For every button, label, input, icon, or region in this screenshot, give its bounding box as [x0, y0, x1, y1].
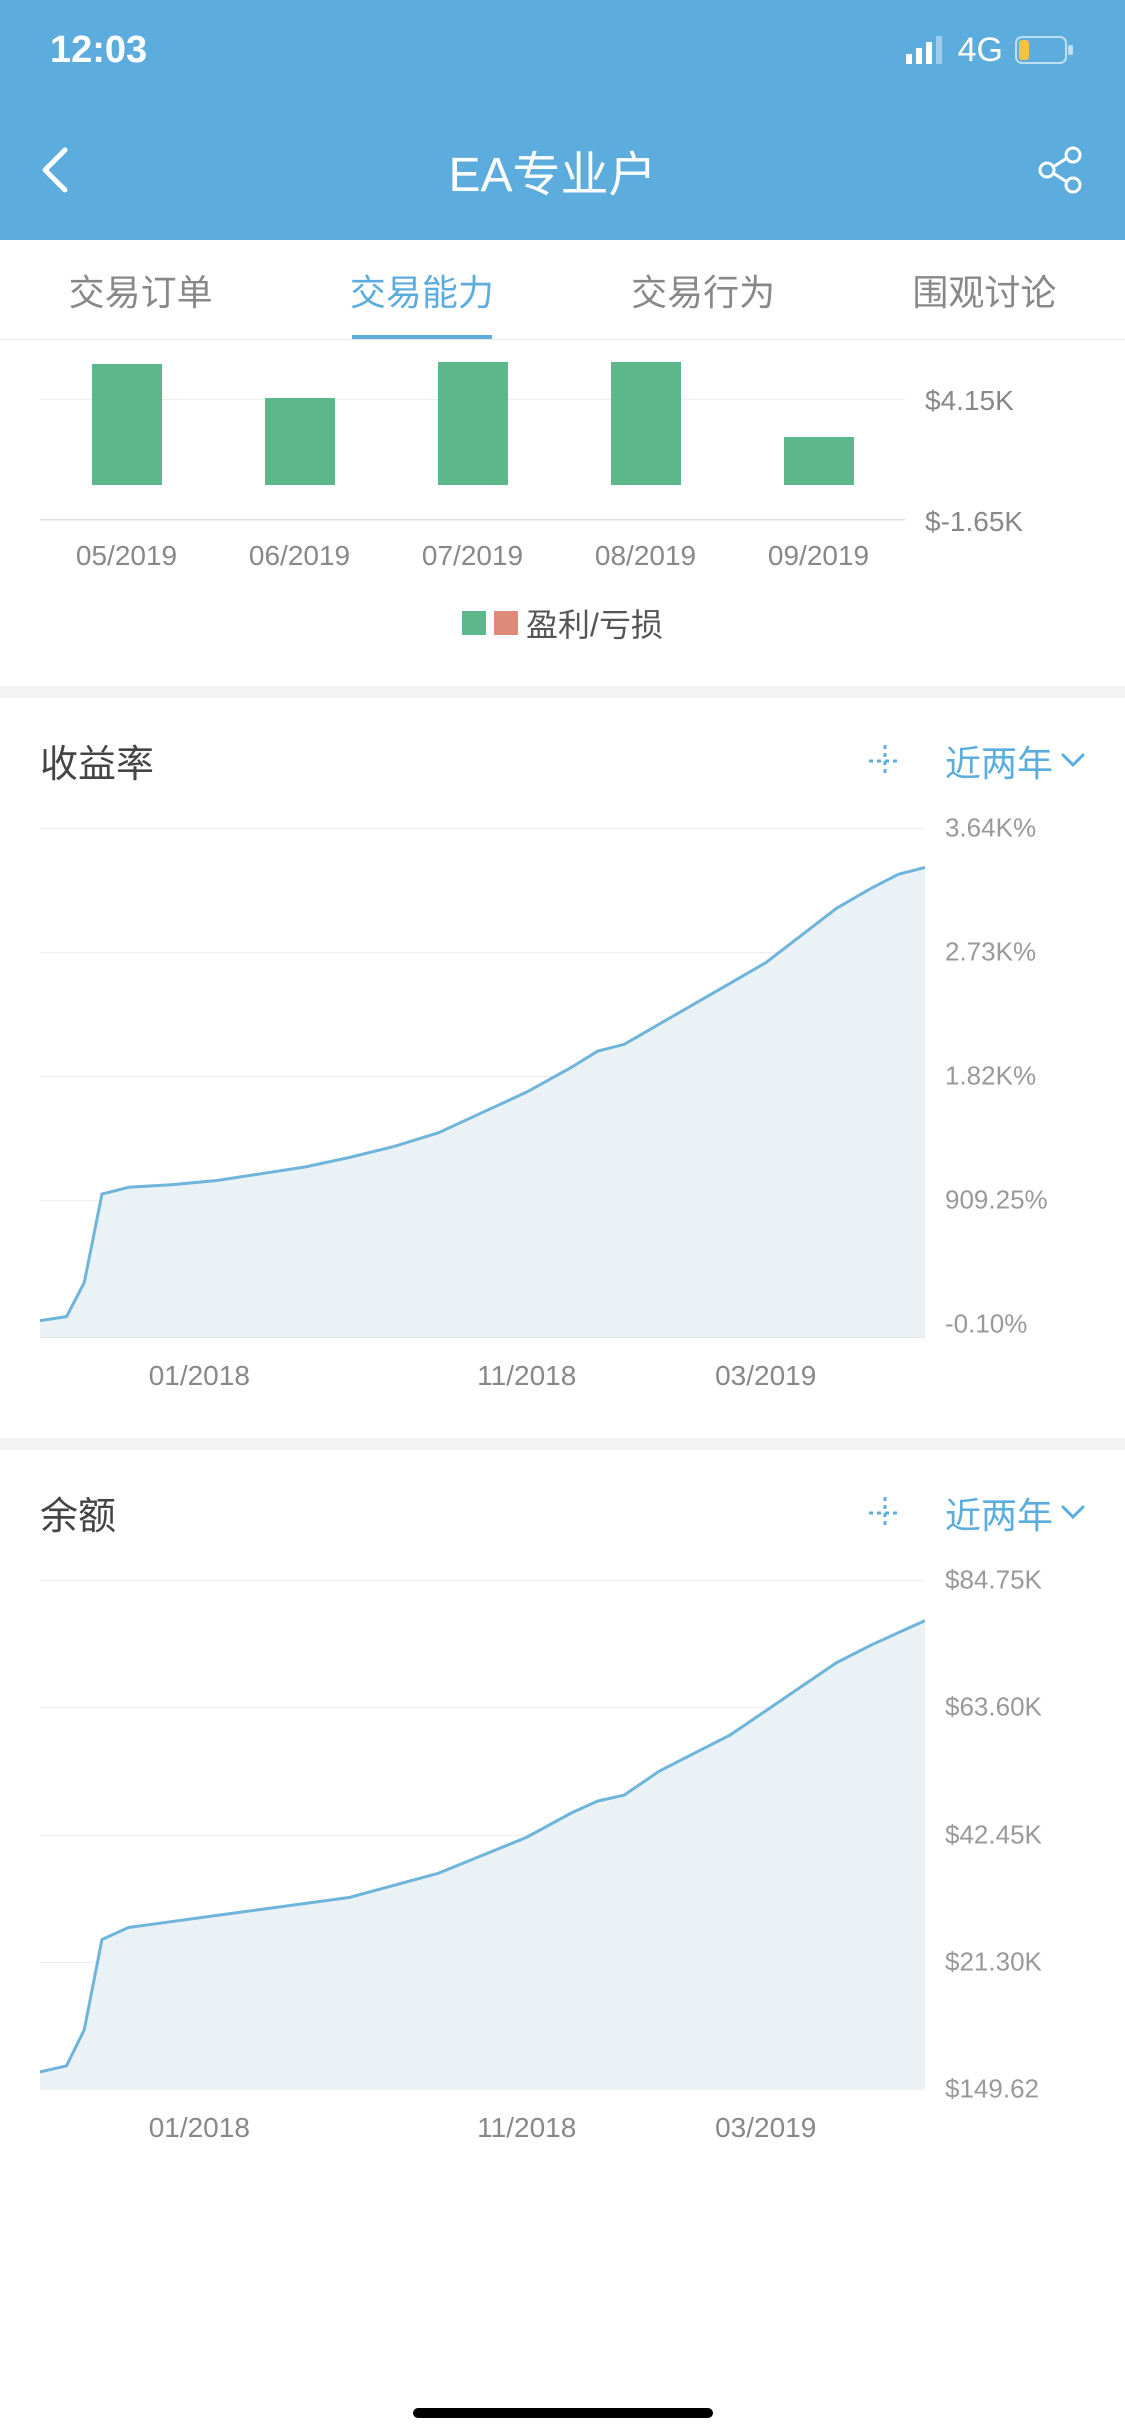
tab-behavior[interactable]: 交易行为 [563, 240, 844, 339]
balance-range-dropdown[interactable]: 近两年 [945, 1487, 1085, 1539]
balance-range-label: 近两年 [945, 1487, 1053, 1539]
bar [611, 362, 681, 485]
area-xlabel: 01/2018 [149, 2112, 250, 2144]
network-label: 4G [958, 31, 1003, 70]
balance-title: 余额 [40, 1485, 116, 1540]
bar-chart: 05/201906/201907/201908/201909/2019 $4.1… [40, 360, 1085, 580]
bar [784, 437, 854, 485]
area-ylabel: 909.25% [945, 1184, 1048, 1215]
tab-discussion[interactable]: 围观讨论 [844, 240, 1125, 339]
bar [92, 364, 162, 485]
chevron-down-icon [1061, 1505, 1085, 1521]
plus-icon[interactable] [865, 1493, 905, 1533]
home-indicator[interactable] [413, 2408, 713, 2418]
area-ylabel: $21.30K [945, 1946, 1042, 1977]
bar-xlabel: 06/2019 [213, 530, 386, 580]
chevron-down-icon [1061, 753, 1085, 769]
bar-xlabel: 05/2019 [40, 530, 213, 580]
area-ylabel: -0.10% [945, 1308, 1027, 1339]
tabs: 交易订单 交易能力 交易行为 围观讨论 [0, 240, 1125, 340]
page-title: EA专业户 [70, 135, 1035, 205]
nav-header: EA专业户 [0, 100, 1125, 240]
area-ylabel: 3.64K% [945, 813, 1036, 844]
area-ylabel: $63.60K [945, 1692, 1042, 1723]
bar-xlabel: 08/2019 [559, 530, 732, 580]
area-xlabel: 11/2018 [477, 2112, 576, 2144]
tab-ability[interactable]: 交易能力 [281, 240, 562, 339]
area-xlabel: 03/2019 [715, 1360, 816, 1392]
signal-icon [906, 36, 946, 64]
back-icon[interactable] [40, 145, 70, 195]
status-time: 12:03 [50, 29, 147, 72]
bar-chart-section: 05/201906/201907/201908/201909/2019 $4.1… [0, 340, 1125, 698]
plus-icon[interactable] [865, 741, 905, 781]
battery-icon [1015, 36, 1075, 64]
return-title: 收益率 [40, 733, 154, 788]
legend-swatch-loss [494, 611, 518, 635]
area-ylabel: 1.82K% [945, 1060, 1036, 1091]
area-xlabel: 11/2018 [477, 1360, 576, 1392]
balance-chart: $84.75K$63.60K$42.45K$21.30K$149.62 01/2… [40, 1570, 1085, 2150]
return-section: 收益率 近两年 3.64K%2.73K%1.82K%909.25%-0.10% … [0, 698, 1125, 1450]
area-xlabel: 03/2019 [715, 2112, 816, 2144]
area-ylabel: $84.75K [945, 1565, 1042, 1596]
bar [265, 398, 335, 486]
area-xlabel: 01/2018 [149, 1360, 250, 1392]
bar-ylabel: $4.15K [925, 385, 1014, 417]
area-ylabel: $42.45K [945, 1819, 1042, 1850]
return-chart: 3.64K%2.73K%1.82K%909.25%-0.10% 01/20181… [40, 818, 1085, 1398]
return-range-dropdown[interactable]: 近两年 [945, 735, 1085, 787]
balance-section: 余额 近两年 $84.75K $63.60K $42.45K $21.30K $149.… [0, 1450, 1125, 2190]
legend-swatch-profit [462, 611, 486, 635]
legend-label: 盈利/亏损 [526, 600, 663, 646]
area-ylabel: 2.73K% [945, 936, 1036, 967]
area-ylabel: $149.62 [945, 2074, 1039, 2105]
tab-orders[interactable]: 交易订单 [0, 240, 281, 339]
bar [438, 362, 508, 485]
status-right: 4G [906, 31, 1075, 70]
bar-legend: 盈利/亏损 [40, 600, 1085, 646]
bar-ylabel: $-1.65K [925, 506, 1023, 538]
return-range-label: 近两年 [945, 735, 1053, 787]
share-icon[interactable] [1035, 145, 1085, 195]
bar-xlabel: 07/2019 [386, 530, 559, 580]
bar-xlabel: 09/2019 [732, 530, 905, 580]
status-bar: 12:03 4G [0, 0, 1125, 100]
